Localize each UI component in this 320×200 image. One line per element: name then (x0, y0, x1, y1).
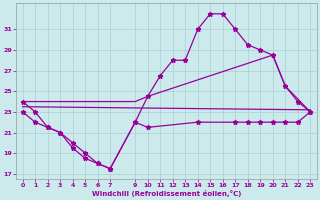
X-axis label: Windchill (Refroidissement éolien,°C): Windchill (Refroidissement éolien,°C) (92, 190, 241, 197)
